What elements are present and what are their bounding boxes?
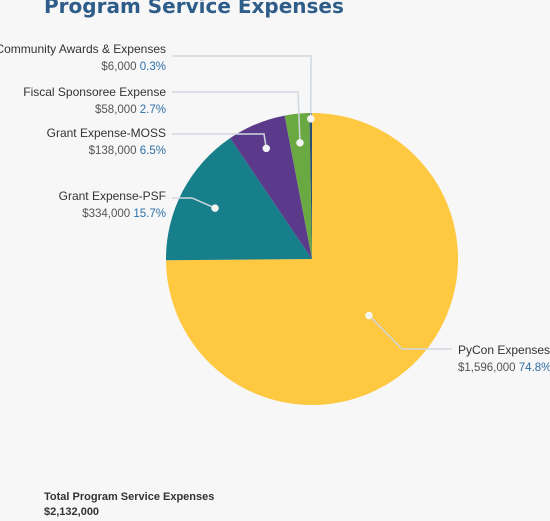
slice-label-grant-expense-psf: Grant Expense-PSF xyxy=(59,189,166,203)
slice-percent: 74.8% xyxy=(519,362,550,374)
slice-percent: 2.7% xyxy=(140,104,166,116)
leader-dot-community-awards-expenses xyxy=(307,115,314,122)
slice-value-fiscal-sponsoree-expense: $58,000 2.7% xyxy=(95,104,166,116)
slice-label-fiscal-sponsoree-expense: Fiscal Sponsoree Expense xyxy=(23,85,166,99)
slice-amount: $1,596,000 xyxy=(458,362,519,374)
slice-amount: $334,000 xyxy=(82,208,133,220)
leader-dot-grant-expense-psf xyxy=(212,205,219,212)
slice-value-pycon-expenses: $1,596,000 74.8% xyxy=(458,362,550,374)
slice-amount: $138,000 xyxy=(89,145,140,157)
total-summary: Total Program Service Expenses $2,132,00… xyxy=(44,490,214,520)
leader-dot-grant-expense-moss xyxy=(263,145,270,152)
slice-label-pycon-expenses: PyCon Expenses xyxy=(458,343,550,357)
slice-label-community-awards-expenses: Community Awards & Expenses xyxy=(0,42,166,56)
slice-value-grant-expense-moss: $138,000 6.5% xyxy=(89,145,166,157)
slice-value-community-awards-expenses: $6,000 0.3% xyxy=(101,61,166,73)
slice-amount: $6,000 xyxy=(101,61,139,73)
slice-label-grant-expense-moss: Grant Expense-MOSS xyxy=(47,126,166,140)
slice-value-grant-expense-psf: $334,000 15.7% xyxy=(82,208,166,220)
total-value: $2,132,000 xyxy=(44,505,214,520)
leader-dot-pycon-expenses xyxy=(366,312,373,319)
slice-percent: 0.3% xyxy=(140,61,166,73)
leader-line-community-awards-expenses xyxy=(172,56,311,119)
leader-dot-fiscal-sponsoree-expense xyxy=(296,139,303,146)
slice-percent: 6.5% xyxy=(140,145,166,157)
slice-percent: 15.7% xyxy=(133,208,166,220)
pie-slices xyxy=(166,113,458,405)
slice-amount: $58,000 xyxy=(95,104,140,116)
total-label: Total Program Service Expenses xyxy=(44,490,214,505)
